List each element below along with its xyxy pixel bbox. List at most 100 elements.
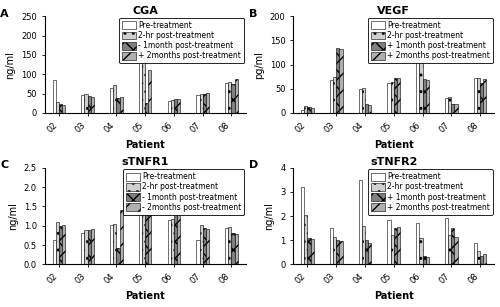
Bar bbox=[448, 98, 452, 113]
Bar bbox=[110, 225, 113, 264]
Bar bbox=[365, 240, 368, 264]
Bar bbox=[225, 83, 228, 113]
Text: A: A bbox=[0, 9, 9, 19]
Bar bbox=[171, 219, 174, 264]
X-axis label: Patient: Patient bbox=[374, 291, 414, 301]
Bar bbox=[171, 100, 174, 113]
Bar bbox=[310, 108, 314, 113]
Title: VEGF: VEGF bbox=[378, 6, 410, 16]
Bar bbox=[62, 225, 65, 264]
Bar bbox=[52, 80, 56, 113]
Bar bbox=[448, 235, 452, 264]
Bar bbox=[59, 104, 62, 113]
Bar bbox=[474, 78, 477, 113]
Bar bbox=[310, 239, 314, 264]
Bar bbox=[174, 208, 177, 264]
Bar bbox=[308, 107, 310, 113]
Bar bbox=[196, 240, 200, 264]
Text: B: B bbox=[249, 9, 257, 19]
Bar bbox=[145, 181, 148, 264]
Title: sTNFR2: sTNFR2 bbox=[370, 157, 418, 167]
Bar bbox=[116, 248, 119, 264]
Bar bbox=[110, 88, 113, 113]
Bar bbox=[394, 228, 397, 264]
Bar bbox=[445, 219, 448, 264]
Bar bbox=[483, 254, 486, 264]
Bar bbox=[358, 180, 362, 264]
Bar bbox=[330, 80, 333, 113]
Bar bbox=[422, 79, 426, 113]
Bar bbox=[365, 104, 368, 113]
Bar bbox=[142, 185, 145, 264]
Bar bbox=[168, 101, 171, 113]
Bar bbox=[422, 256, 426, 264]
Bar bbox=[301, 110, 304, 113]
Y-axis label: ng/ml: ng/ml bbox=[264, 202, 274, 230]
Text: D: D bbox=[249, 160, 258, 170]
Bar bbox=[234, 234, 238, 264]
Bar bbox=[84, 95, 87, 113]
Bar bbox=[206, 93, 209, 113]
Bar bbox=[388, 83, 390, 113]
X-axis label: Patient: Patient bbox=[126, 140, 165, 150]
Bar bbox=[394, 78, 397, 113]
Title: sTNFR1: sTNFR1 bbox=[122, 157, 169, 167]
Bar bbox=[82, 95, 84, 113]
Bar bbox=[445, 99, 448, 113]
Bar bbox=[420, 38, 422, 113]
Bar bbox=[202, 95, 206, 113]
Bar bbox=[397, 227, 400, 264]
Text: C: C bbox=[0, 160, 8, 170]
Bar bbox=[91, 98, 94, 113]
Bar bbox=[388, 220, 390, 264]
Bar bbox=[340, 49, 342, 113]
Bar bbox=[336, 240, 340, 264]
Bar bbox=[120, 98, 122, 113]
Bar bbox=[452, 104, 454, 113]
Bar bbox=[480, 256, 483, 264]
Bar bbox=[91, 229, 94, 264]
Bar bbox=[454, 237, 458, 264]
Bar bbox=[56, 102, 59, 113]
Legend: Pre-treatment, 2-hr post-treatment, - 1month post-treatment, + 2months post-trea: Pre-treatment, 2-hr post-treatment, - 1m… bbox=[120, 18, 244, 64]
Bar bbox=[368, 105, 372, 113]
Legend: Pre-treatment, 2-hr post-treatment, + 1month post-treatment, + 2months post-trea: Pre-treatment, 2-hr post-treatment, + 1m… bbox=[368, 18, 493, 64]
X-axis label: Patient: Patient bbox=[126, 291, 165, 301]
Bar bbox=[200, 94, 202, 113]
Bar bbox=[139, 42, 142, 113]
Y-axis label: pg/ml: pg/ml bbox=[254, 51, 264, 79]
Bar bbox=[52, 240, 56, 264]
Bar bbox=[202, 228, 206, 264]
Bar bbox=[225, 228, 228, 264]
Bar bbox=[336, 48, 340, 113]
Bar bbox=[304, 106, 308, 113]
Legend: Pre-treatment, 2-hr post-treatment, - 1month post-treatment, - 2months post-trea: Pre-treatment, 2-hr post-treatment, - 1m… bbox=[123, 169, 244, 215]
Bar bbox=[228, 227, 232, 264]
Bar bbox=[139, 193, 142, 264]
Bar bbox=[234, 79, 238, 113]
Bar bbox=[362, 226, 365, 264]
Bar bbox=[177, 99, 180, 113]
Bar bbox=[358, 89, 362, 113]
Bar bbox=[333, 237, 336, 264]
Legend: Pre-treatment, 2-hr post-treatment, + 1month post-treatment, + 2months post-trea: Pre-treatment, 2-hr post-treatment, + 1m… bbox=[368, 169, 493, 215]
Bar bbox=[148, 179, 152, 264]
Bar bbox=[88, 230, 91, 264]
Bar bbox=[333, 77, 336, 113]
Bar bbox=[477, 251, 480, 264]
Bar bbox=[362, 88, 365, 113]
Bar bbox=[416, 50, 420, 113]
Bar bbox=[59, 227, 62, 264]
Bar bbox=[82, 233, 84, 264]
Bar bbox=[142, 41, 145, 113]
Bar bbox=[483, 79, 486, 113]
Bar bbox=[426, 257, 429, 264]
Bar bbox=[416, 223, 420, 264]
Bar bbox=[62, 105, 65, 113]
Bar bbox=[480, 83, 483, 113]
Bar bbox=[454, 104, 458, 113]
Bar bbox=[474, 243, 477, 264]
Bar bbox=[232, 233, 234, 264]
Bar bbox=[228, 82, 232, 113]
Bar bbox=[390, 235, 394, 264]
